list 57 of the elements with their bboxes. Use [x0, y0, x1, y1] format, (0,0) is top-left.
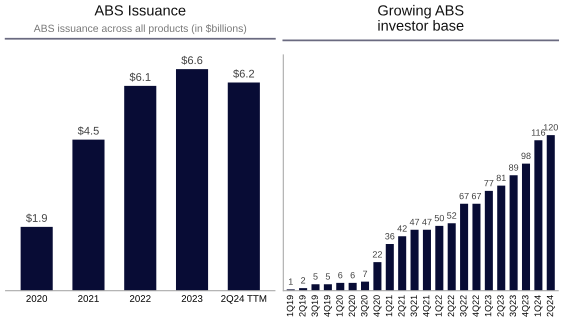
data-label: 98: [521, 152, 531, 160]
data-label: $4.5: [78, 126, 99, 136]
data-label: 120: [544, 124, 558, 131]
data-label: 50: [434, 214, 444, 222]
data-label: 52: [447, 212, 456, 219]
chart-title: ABS Issuance: [94, 5, 186, 16]
data-label: 1: [288, 278, 293, 285]
data-label: 47: [422, 218, 432, 226]
data-label: 6: [338, 272, 342, 278]
data-label: 67: [472, 192, 482, 200]
data-label: 6: [350, 272, 355, 278]
x-tick-label: 2020: [26, 295, 48, 302]
x-tick-label: 1Q19: [286, 295, 295, 316]
data-label: 81: [496, 174, 506, 182]
data-label: $6.2: [233, 69, 254, 78]
data-label: 22: [372, 251, 382, 258]
x-tick-label: 2Q19: [299, 295, 308, 316]
x-tick-label: 3Q20: [361, 295, 370, 317]
data-label: 5: [313, 273, 318, 280]
data-label: 2: [301, 277, 306, 284]
chart-subtitle: ABS issuance across all products (in $billions): [34, 24, 246, 34]
x-tick-label: 1Q23: [484, 295, 493, 316]
x-tick-label: 2Q21: [398, 295, 406, 316]
data-label: 7: [362, 270, 368, 277]
x-tick-label: 2Q23: [497, 295, 506, 316]
x-tick-label: 3Q23: [510, 295, 518, 317]
data-label: 47: [410, 218, 420, 226]
data-label: 5: [326, 273, 330, 280]
data-label: 42: [397, 225, 407, 232]
chart-title: Growing ABS investor base: [378, 4, 464, 31]
x-tick-label: 2021: [78, 295, 99, 302]
x-tick-label: 4Q19: [324, 295, 332, 317]
x-tick-label: 4Q21: [422, 295, 431, 317]
x-tick-label: 4Q23: [522, 295, 530, 317]
x-tick-label: 4Q22: [472, 295, 481, 317]
x-tick-label: 1Q21: [386, 295, 394, 316]
data-label: 77: [484, 180, 494, 186]
x-tick-label: 1Q22: [435, 295, 444, 316]
x-tick-label: 2022: [130, 295, 151, 302]
data-label: 89: [508, 164, 518, 171]
data-label: $6.1: [130, 72, 151, 82]
x-tick-label: 4Q20: [373, 295, 382, 317]
x-tick-label: 3Q21: [410, 295, 419, 317]
x-tick-label: 2Q20: [348, 295, 357, 316]
x-tick-label: 1Q24: [534, 295, 542, 316]
x-tick-label: 3Q19: [312, 295, 320, 317]
x-tick-label: 2Q24 TTM: [221, 295, 266, 304]
x-tick-label: 2Q24: [546, 295, 555, 316]
data-label: 67: [460, 192, 469, 200]
x-tick-label: 2Q22: [448, 295, 456, 316]
x-tick-label: 2023: [182, 295, 202, 302]
data-label: $6.6: [181, 56, 202, 65]
data-label: $1.9: [26, 214, 47, 223]
x-tick-label: 1Q20: [336, 295, 344, 316]
data-label: 36: [385, 233, 394, 240]
x-tick-label: 3Q22: [460, 295, 468, 317]
data-label: 116: [532, 129, 546, 136]
